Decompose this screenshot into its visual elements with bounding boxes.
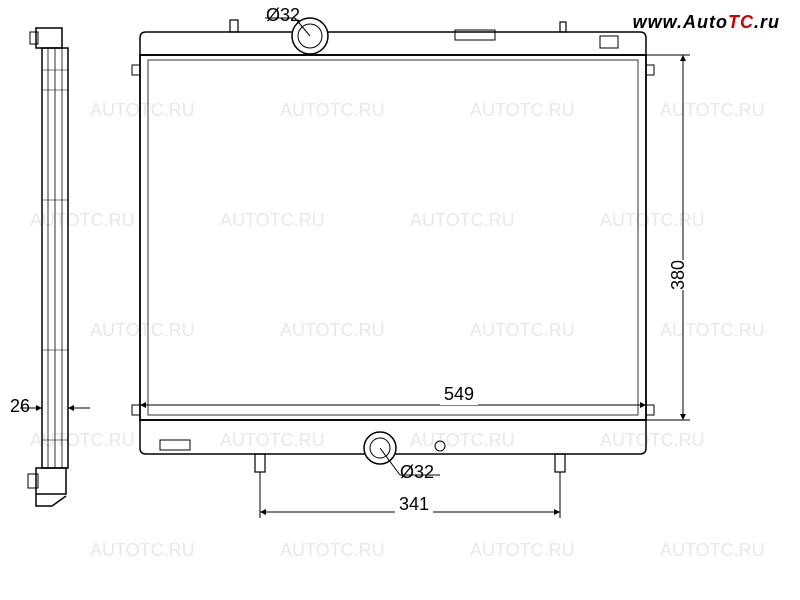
thickness-label: 26 [10,396,30,417]
dim-height [646,55,690,420]
dim-width [140,400,646,420]
bottom-offset-label: 341 [395,494,433,515]
height-label: 380 [668,260,689,290]
bottom-diameter-label: Ø32 [400,462,434,483]
top-diameter-label: Ø32 [266,5,300,26]
width-label: 549 [440,384,478,405]
front-view [132,18,654,472]
side-view [28,28,68,506]
